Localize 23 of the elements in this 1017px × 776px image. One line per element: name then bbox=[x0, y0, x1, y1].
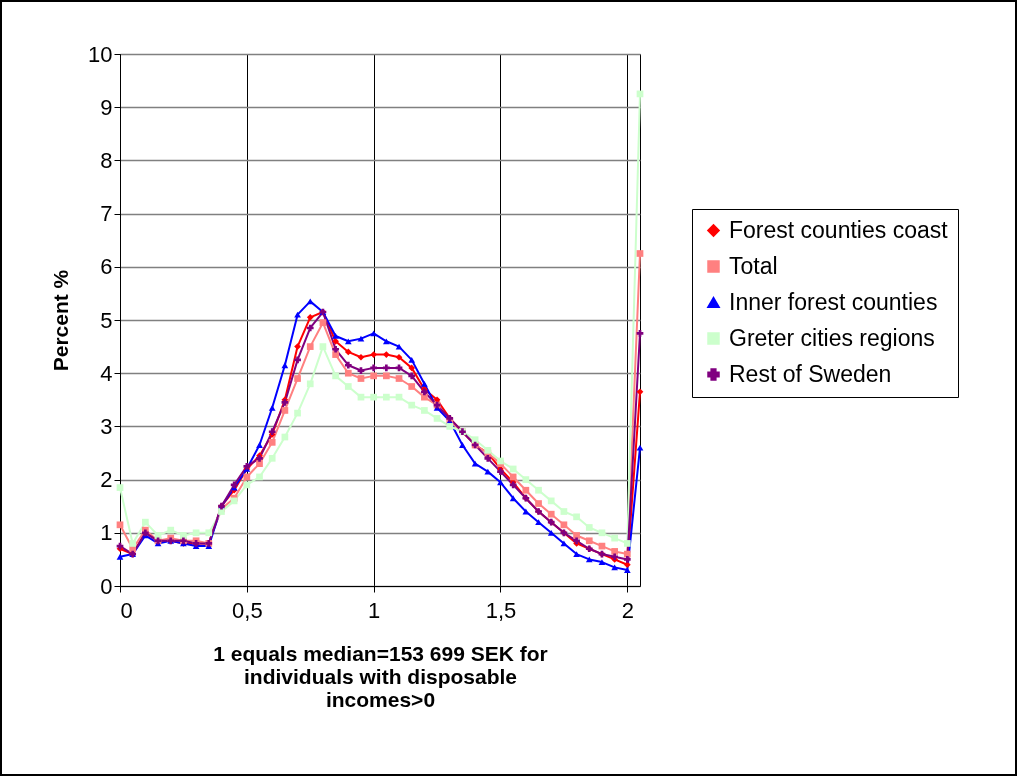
x-axis-title: 1 equals median=153 699 SEK for individuals with disposable incomes>0 bbox=[213, 641, 548, 711]
legend-label: Total bbox=[729, 252, 778, 279]
x-tick-label: 0,5 bbox=[232, 597, 263, 623]
y-tick-label: 3 bbox=[100, 413, 113, 439]
y-axis-title: Percent % bbox=[49, 269, 73, 372]
y-tick-label: 7 bbox=[100, 201, 113, 227]
y-tick-label: 6 bbox=[100, 254, 113, 280]
y-tick-label: 4 bbox=[100, 360, 113, 386]
y-tick-label: 1 bbox=[100, 520, 113, 546]
y-tick-label: 5 bbox=[100, 307, 113, 333]
x-tick-label: 1,5 bbox=[485, 597, 517, 623]
legend-label: Forest counties coast bbox=[729, 216, 949, 243]
y-tick-label: 9 bbox=[100, 94, 113, 120]
y-tick-label: 8 bbox=[100, 147, 113, 173]
y-tick-label: 10 bbox=[88, 41, 113, 67]
y-tick-label: 0 bbox=[100, 573, 113, 599]
legend-label: Inner forest counties bbox=[729, 288, 938, 315]
x-tick-label: 1 bbox=[368, 597, 381, 623]
legend-label: Greter cities regions bbox=[729, 324, 935, 351]
y-tick-label: 2 bbox=[100, 467, 113, 493]
x-tick-label: 0 bbox=[120, 597, 133, 623]
x-tick-label: 2 bbox=[621, 597, 634, 623]
legend-label: Rest of Sweden bbox=[729, 360, 892, 387]
